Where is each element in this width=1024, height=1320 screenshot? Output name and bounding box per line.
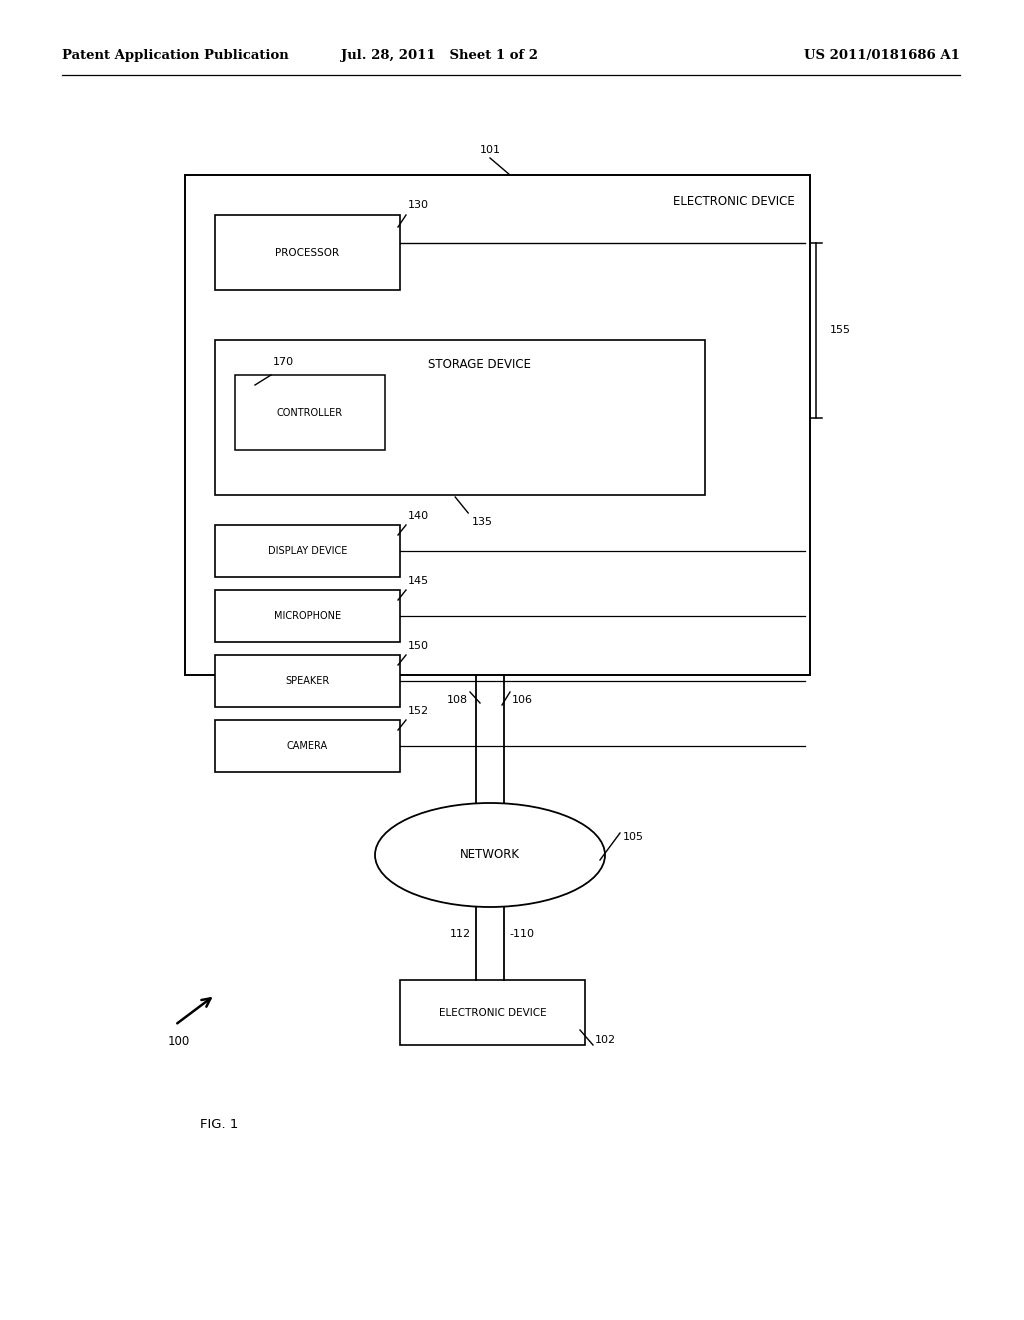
Text: FIG. 1: FIG. 1 [200,1118,239,1131]
Ellipse shape [375,803,605,907]
Text: PROCESSOR: PROCESSOR [275,248,340,257]
Text: 170: 170 [273,356,294,367]
Text: 150: 150 [408,642,429,651]
Text: 140: 140 [408,511,429,521]
Text: CAMERA: CAMERA [287,741,328,751]
Text: MICROPHONE: MICROPHONE [274,611,341,620]
Text: 112: 112 [450,929,471,939]
Text: 155: 155 [830,325,851,335]
Bar [215,719,400,772]
Text: ELECTRONIC DEVICE: ELECTRONIC DEVICE [673,195,795,209]
Text: NETWORK: NETWORK [460,849,520,862]
Bar [234,375,385,450]
Text: DISPLAY DEVICE: DISPLAY DEVICE [268,546,347,556]
Text: 105: 105 [623,832,644,842]
Bar [215,341,705,495]
Text: Patent Application Publication: Patent Application Publication [62,49,289,62]
Text: 101: 101 [479,145,501,154]
Bar [400,979,585,1045]
Bar [215,655,400,708]
Text: -110: -110 [509,929,534,939]
Bar [185,176,810,675]
Text: 108: 108 [446,696,468,705]
Text: US 2011/0181686 A1: US 2011/0181686 A1 [804,49,961,62]
Text: ELECTRONIC DEVICE: ELECTRONIC DEVICE [438,1007,547,1018]
Text: 145: 145 [408,576,429,586]
Text: 102: 102 [595,1035,616,1045]
Bar [215,525,400,577]
Text: Jul. 28, 2011   Sheet 1 of 2: Jul. 28, 2011 Sheet 1 of 2 [341,49,539,62]
Text: 135: 135 [472,517,494,527]
Text: 152: 152 [408,706,429,715]
Text: 106: 106 [512,696,534,705]
Bar [215,215,400,290]
Text: STORAGE DEVICE: STORAGE DEVICE [428,358,531,371]
Text: SPEAKER: SPEAKER [286,676,330,686]
Text: 130: 130 [408,201,429,210]
Bar [215,590,400,642]
Text: 100: 100 [168,1035,190,1048]
Text: CONTROLLER: CONTROLLER [276,408,343,417]
